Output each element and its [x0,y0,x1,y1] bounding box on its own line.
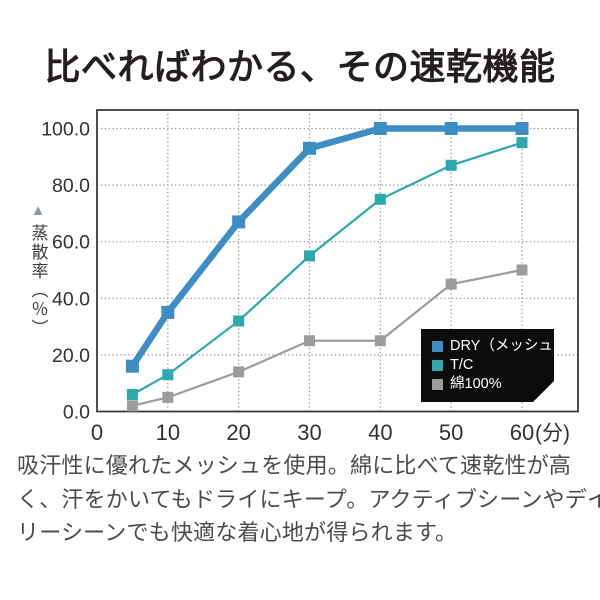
x-tick-label: 60 [510,420,534,445]
x-tick-label: 50 [439,420,463,445]
x-tick-label: 20 [226,420,250,445]
series-marker-T/C [374,193,386,205]
legend-item-cotton: 綿100% [432,376,554,392]
series-marker-T/C [516,137,528,149]
legend-label-tc: T/C [450,356,474,373]
y-tick-label: 0.0 [63,402,90,424]
legend-item-tc: T/C [432,357,554,373]
x-tick-label: 40 [368,420,392,445]
product-description: 吸汗性に優れたメッシュを使用。綿に比べて速乾性が高 く、汗をかいてもドライにキー… [17,449,600,550]
description-line-1: 吸汗性に優れたメッシュを使用。綿に比べて速乾性が高 [17,453,572,478]
y-axis-title: ▲ 蒸散率（％） [26,203,50,338]
series-marker-DRY（メッシュ） [444,122,458,135]
series-marker-T/C [233,315,245,327]
series-marker-DRY（メッシュ） [373,122,387,135]
y-tick-label: 20.0 [52,345,90,367]
plot-frame [96,109,579,413]
triangle-up-icon: ▲ [30,202,46,219]
series-marker-T/C [162,369,174,381]
y-axis-label: 蒸散率（％） [28,224,48,338]
y-tick-label: 40.0 [52,288,90,310]
legend-swatch-tc-icon [432,360,443,371]
x-tick-label: 10 [156,420,180,445]
series-marker-DRY（メッシュ） [515,122,529,135]
legend-swatch-dry-icon [432,341,443,352]
series-marker-T/C [304,250,315,262]
series-marker-綿100% [162,391,174,403]
x-tick-label: 0 [91,420,103,445]
series-marker-T/C [445,159,457,171]
series-marker-綿100% [126,400,138,412]
series-marker-DRY（メッシュ） [125,359,139,373]
description-line-2: く、汗をかいてもドライにキープ。アクティブシーンやデイ [17,486,600,512]
series-marker-綿100% [445,278,457,290]
legend-swatch-cotton-icon [432,379,443,390]
y-tick-label: 80.0 [52,175,90,197]
legend-label-cotton: 綿100% [450,375,502,392]
legend-label-dry: DRY（メッシュ） [450,337,568,354]
x-axis-unit: (分) [535,422,570,445]
page-title: 比べればわかる、その速乾機能 [44,46,556,87]
series-marker-DRY（メッシュ） [303,141,316,155]
description-line-3: リーシーンでも快適な着心地が得られます。 [17,520,458,545]
series-marker-綿100% [233,366,245,378]
series-marker-DRY（メッシュ） [232,215,246,229]
chart-legend: DRY（メッシュ） T/C 綿100% [421,329,554,402]
series-marker-綿100% [304,335,315,347]
legend-item-dry: DRY（メッシュ） [432,338,554,354]
series-marker-綿100% [516,264,528,276]
series-marker-DRY（メッシュ） [161,305,175,319]
y-tick-label: 60.0 [52,232,90,254]
x-tick-label: 30 [297,420,321,445]
series-marker-T/C [126,389,138,401]
series-marker-綿100% [374,335,386,347]
y-tick-label: 100.0 [41,119,90,141]
